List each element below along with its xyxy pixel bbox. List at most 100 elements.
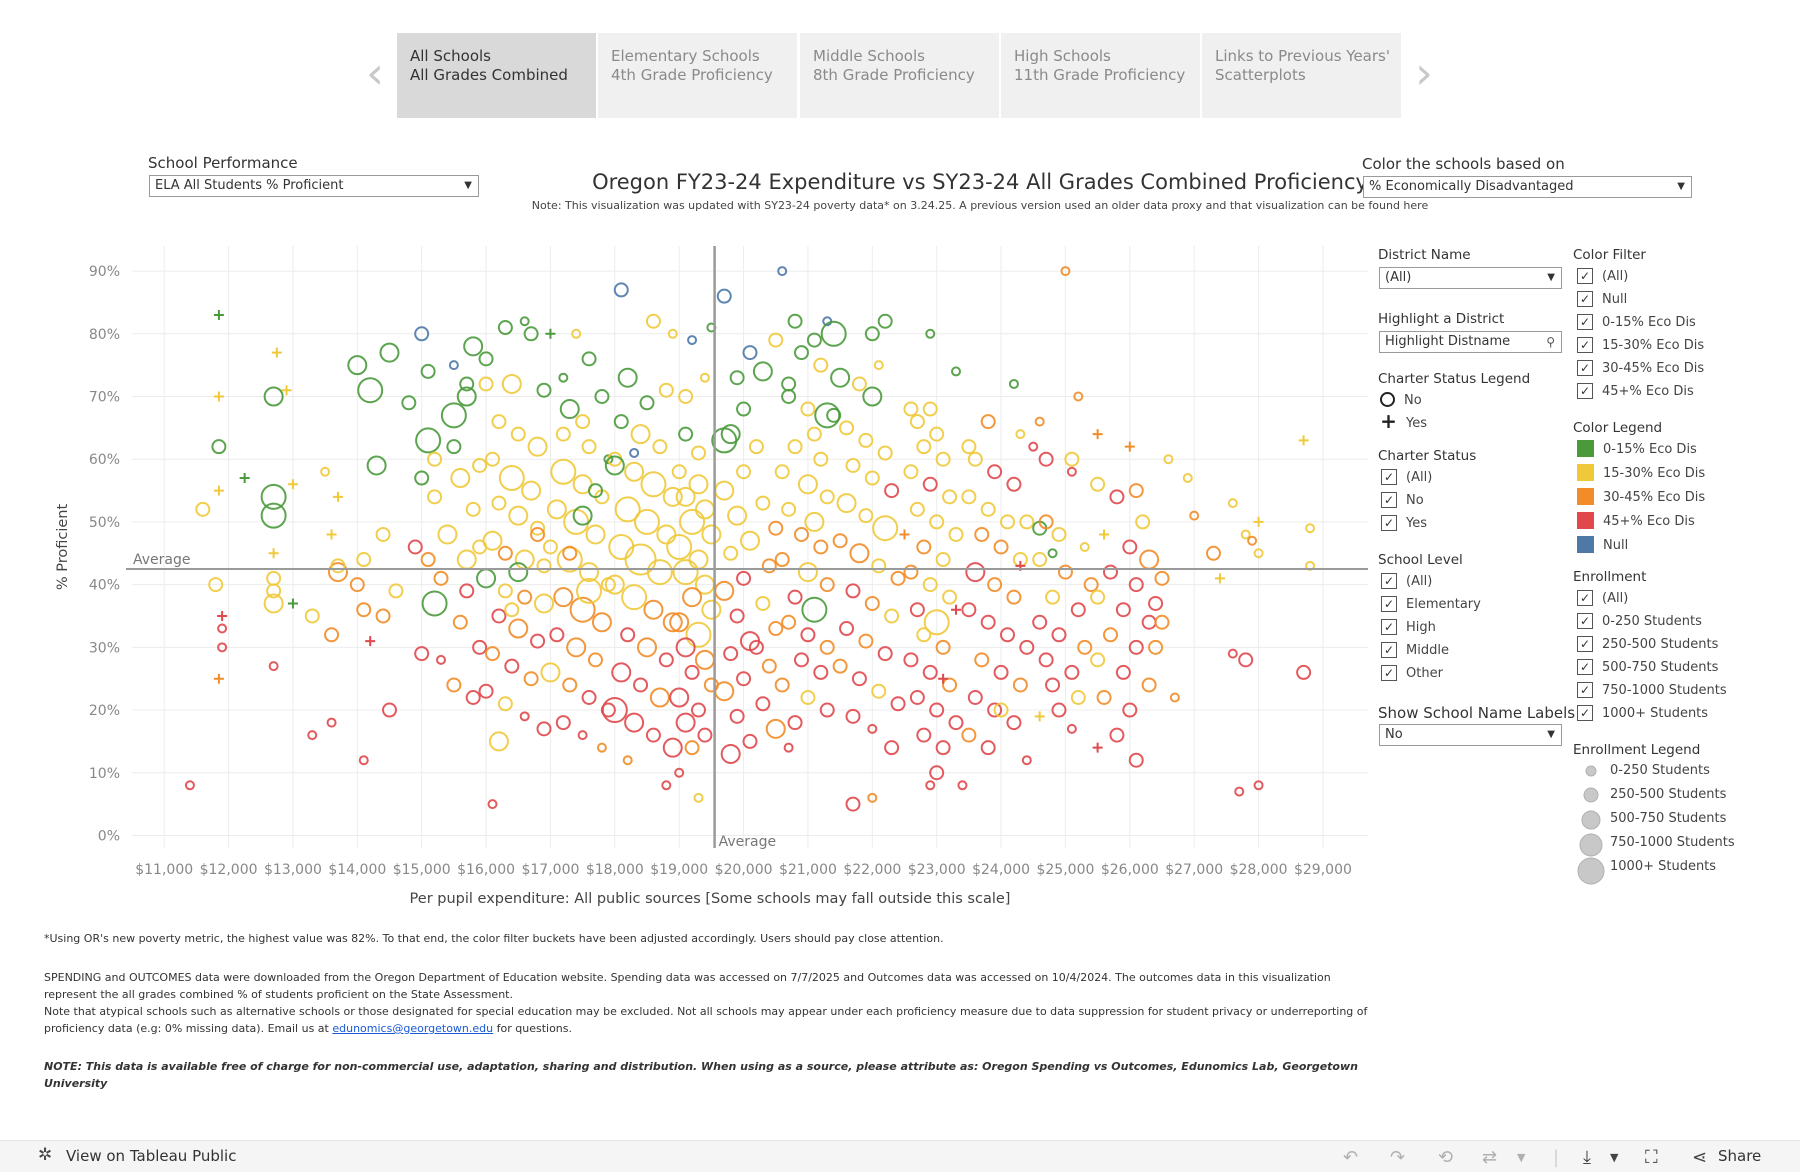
enrollment-legend-label: Enrollment Legend (1573, 742, 1701, 758)
tab-middle-schools[interactable]: Middle Schools 8th Grade Proficiency (800, 33, 999, 118)
data-point (523, 326, 539, 342)
share-icon[interactable]: ⋖ (1692, 1147, 1708, 1168)
color-filter-all-checkbox[interactable]: ✓ (All) (1577, 267, 1628, 288)
data-point (967, 690, 983, 705)
data-point (813, 664, 829, 680)
data-point (961, 727, 977, 743)
charter-status-all-checkbox[interactable]: ✓ (All) (1381, 468, 1432, 489)
charter-status-no-checkbox[interactable]: ✓ No (1381, 491, 1424, 512)
school-level-other-checkbox[interactable]: ✓ Other (1381, 664, 1443, 685)
data-point (1045, 677, 1061, 693)
data-point (674, 767, 685, 778)
data-point (768, 520, 784, 536)
data-point (1253, 780, 1264, 791)
tab-all-schools[interactable]: All Schools All Grades Combined (397, 33, 596, 118)
data-point (263, 593, 284, 614)
size-circle-icon (1576, 761, 1606, 778)
data-point (1064, 664, 1080, 680)
school-level-all-checkbox[interactable]: ✓ (All) (1381, 572, 1432, 593)
chevron-down-icon[interactable]: ▼ (1517, 1151, 1526, 1164)
data-point (729, 608, 745, 624)
school-performance-dropdown[interactable]: ELA All Students % Proficient ▼ (149, 175, 479, 197)
data-point (347, 355, 368, 376)
enrollment-legend-text: 1000+ Students (1610, 859, 1717, 874)
data-point (1128, 752, 1144, 768)
color-legend-label: 45+% Eco Dis (1603, 514, 1695, 529)
data-point (601, 697, 628, 724)
data-point (1090, 652, 1106, 668)
school-level-middle-checkbox[interactable]: ✓ Middle (1381, 641, 1449, 662)
data-point (787, 715, 803, 731)
show-labels-dropdown[interactable]: No ▼ (1379, 724, 1562, 746)
data-point (510, 426, 526, 442)
data-point (375, 608, 391, 624)
chevron-down-icon[interactable]: ▼ (1610, 1151, 1619, 1164)
refresh-icon[interactable]: ⇄ (1482, 1147, 1498, 1168)
data-point (581, 439, 597, 455)
data-point (550, 458, 577, 485)
tabs-prev-arrow[interactable]: ‹ (366, 48, 384, 99)
checkbox-label: 1000+ Students (1602, 706, 1709, 721)
data-point (768, 332, 784, 348)
data-point (472, 457, 488, 473)
revert-icon[interactable]: ⟲ (1438, 1147, 1454, 1168)
data-point (542, 539, 558, 555)
color-filter-30-45-checkbox[interactable]: ✓ 30-45% Eco Dis (1577, 359, 1705, 380)
email-link[interactable]: edunomics@georgetown.edu (332, 1022, 494, 1035)
checkbox-label: 30-45% Eco Dis (1602, 361, 1705, 376)
enrollment-750-1000-checkbox[interactable]: ✓ 750-1000 Students (1577, 681, 1727, 702)
data-point (929, 426, 945, 442)
district-name-dropdown[interactable]: (All) ▼ (1379, 267, 1562, 289)
enrollment-250-500-checkbox[interactable]: ✓ 250-500 Students (1577, 635, 1718, 656)
school-level-elementary-checkbox[interactable]: ✓ Elementary (1381, 595, 1481, 616)
data-point (527, 436, 548, 457)
fullscreen-icon[interactable]: ⛶ (1645, 1147, 1658, 1168)
download-icon[interactable]: ⤓ (1583, 1147, 1591, 1168)
data-point (304, 608, 320, 624)
data-point (851, 671, 867, 687)
data-point (839, 621, 855, 637)
charter-legend-yes-label: Yes (1406, 416, 1427, 431)
color-by-dropdown[interactable]: % Economically Disadvantaged ▼ (1363, 176, 1692, 198)
data-point (1122, 539, 1138, 555)
data-point (688, 549, 709, 570)
tab-high-schools[interactable]: High Schools 11th Grade Proficiency (1001, 33, 1200, 118)
data-point (903, 564, 919, 580)
tab-line1: Middle Schools (813, 47, 925, 65)
data-point (723, 545, 739, 561)
tableau-logo-icon[interactable]: ✲ (38, 1145, 53, 1165)
tab-elementary-schools[interactable]: Elementary Schools 4th Grade Proficiency (598, 33, 797, 118)
enrollment-1000plus-checkbox[interactable]: ✓ 1000+ Students (1577, 704, 1709, 725)
data-point (890, 570, 906, 586)
x-axis-label: Per pupil expenditure: All public source… (410, 891, 1011, 907)
tabs-next-arrow[interactable]: › (1415, 48, 1433, 99)
undo-icon[interactable]: ↶ (1343, 1147, 1359, 1168)
average-x-label: Average (719, 834, 777, 850)
footnote-atypical-text: Note that atypical schools such as alter… (44, 1005, 1368, 1035)
data-point (414, 470, 430, 486)
color-filter-null-checkbox[interactable]: ✓ Null (1577, 290, 1627, 311)
color-filter-15-30-checkbox[interactable]: ✓ 15-30% Eco Dis (1577, 336, 1704, 357)
redo-icon[interactable]: ↷ (1390, 1147, 1406, 1168)
enrollment-legend-text: 250-500 Students (1610, 787, 1727, 802)
size-circle-icon (1576, 833, 1606, 857)
color-filter-0-15-checkbox[interactable]: ✓ 0-15% Eco Dis (1577, 313, 1696, 334)
view-on-tableau-link[interactable]: View on Tableau Public (66, 1147, 237, 1165)
school-level-high-checkbox[interactable]: ✓ High (1381, 618, 1436, 639)
charter-status-yes-checkbox[interactable]: ✓ Yes (1381, 514, 1427, 535)
enrollment-500-750-checkbox[interactable]: ✓ 500-750 Students (1577, 658, 1718, 679)
color-legend-label: 30-45% Eco Dis (1603, 490, 1706, 505)
enrollment-all-checkbox[interactable]: ✓ (All) (1577, 589, 1628, 610)
data-point (1038, 514, 1054, 530)
color-filter-45plus-checkbox[interactable]: ✓ 45+% Eco Dis (1577, 382, 1694, 403)
highlight-district-search[interactable]: Highlight Distname ⚲ (1379, 331, 1562, 353)
data-point (987, 577, 1003, 593)
data-point (935, 639, 951, 655)
data-point (566, 637, 587, 658)
data-point (1064, 451, 1080, 467)
tab-previous-years[interactable]: Links to Previous Years' Scatterplots (1202, 33, 1401, 118)
data-point (980, 740, 996, 756)
color-by-value: % Economically Disadvantaged (1369, 179, 1574, 194)
share-button[interactable]: Share (1718, 1147, 1762, 1165)
enrollment-0-250-checkbox[interactable]: ✓ 0-250 Students (1577, 612, 1702, 633)
